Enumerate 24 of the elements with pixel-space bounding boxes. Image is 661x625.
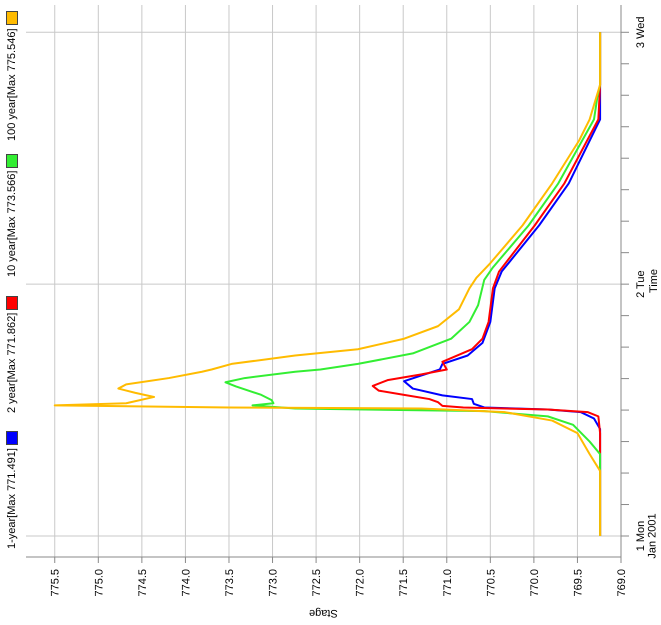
legend-label: 100 year[Max 775.546] [6,28,18,141]
x-tick-label: 772.0 [354,569,367,597]
x-tick-label: 770.5 [485,569,498,597]
x-tick-label: 773.5 [224,569,236,597]
x-tick-label: 774.0 [180,569,192,597]
legend-label: 1-year[Max 771.491] [6,448,18,549]
x-tick-label: 769.5 [572,569,584,597]
y-axis-title: Time [648,268,660,294]
x-tick-label: 774.5 [136,569,149,597]
legend-label: 2 year[Max 771.862] [6,312,18,413]
x-axis-title: Stage [309,607,338,619]
x-tick-label: 775.5 [50,569,62,597]
y-tick-label: 3 Wed [635,16,647,48]
x-tick-label: 771.0 [442,569,454,597]
legend-label: 10 year[Max 773.566] [6,170,18,277]
x-tick-label: 769.0 [616,569,628,597]
x-tick-label: 770.0 [528,569,541,597]
x-tick-label: 775.0 [93,569,106,597]
y-tick-label: 1 Mon [635,520,647,552]
x-tick-label: 771.5 [398,569,410,597]
x-tick-label: 772.5 [311,569,324,597]
y-tick-label: 2 Tue [635,270,647,298]
text: Jan 2001 [647,513,660,559]
x-tick-label: 773.0 [268,569,280,597]
